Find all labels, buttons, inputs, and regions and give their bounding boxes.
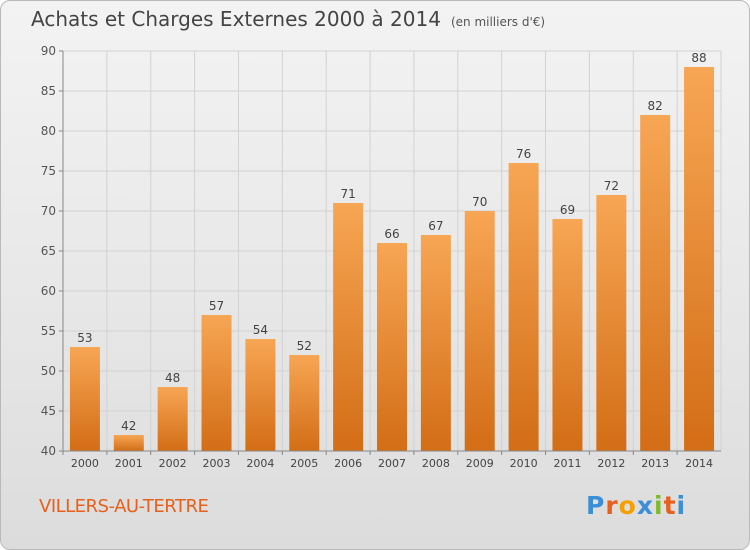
x-tick-label: 2008	[422, 457, 450, 470]
bar	[640, 115, 671, 451]
bar	[377, 243, 407, 451]
x-tick-label: 2005	[290, 457, 318, 470]
title-text: Achats et Charges Externes 2000 à 2014	[31, 7, 441, 31]
x-tick-label: 2006	[334, 457, 362, 470]
bar	[201, 315, 232, 451]
y-tick-label: 80	[41, 124, 56, 138]
data-label: 72	[604, 179, 619, 193]
data-label: 70	[472, 195, 487, 209]
y-tick-label: 50	[41, 364, 56, 378]
data-label: 88	[691, 51, 706, 65]
bar	[420, 235, 451, 451]
data-label: 66	[384, 227, 399, 241]
data-label: 82	[648, 99, 663, 113]
y-tick-label: 65	[41, 244, 56, 258]
data-label: 57	[209, 299, 224, 313]
data-label: 76	[516, 147, 531, 161]
data-label: 48	[165, 371, 180, 385]
y-tick-label: 55	[41, 324, 56, 338]
x-tick-label: 2004	[246, 457, 274, 470]
chart-subtitle: (en milliers d'€)	[450, 15, 546, 29]
data-label: 54	[253, 323, 268, 337]
x-tick-label: 2003	[203, 457, 231, 470]
y-tick-label: 40	[41, 444, 56, 458]
chart-title: Achats et Charges Externes 2000 à 2014 (e…	[31, 7, 545, 31]
proxiti-logo[interactable]: Proxiti	[586, 491, 686, 520]
bar	[289, 355, 320, 451]
y-tick-label: 45	[41, 404, 56, 418]
bar	[464, 211, 495, 451]
data-label: 67	[428, 219, 443, 233]
data-label: 71	[340, 187, 355, 201]
logo-letter: t	[663, 491, 677, 520]
x-tick-label: 2007	[378, 457, 406, 470]
logo-letter: P	[586, 491, 606, 520]
y-tick-label: 60	[41, 284, 56, 298]
x-tick-label: 2002	[159, 457, 187, 470]
bar	[596, 195, 627, 451]
bar	[69, 347, 100, 451]
x-tick-label: 2012	[597, 457, 625, 470]
logo-letter: r	[605, 491, 619, 520]
logo-letter: x	[636, 491, 654, 520]
bar	[684, 67, 715, 451]
y-tick-label: 85	[41, 84, 56, 98]
x-tick-label: 2011	[553, 457, 581, 470]
x-tick-label: 2001	[115, 457, 143, 470]
logo-letter: i	[676, 491, 687, 520]
bar	[552, 219, 583, 451]
logo-letter: o	[618, 491, 637, 520]
y-tick-label: 70	[41, 204, 56, 218]
bar	[245, 339, 276, 451]
bar	[333, 203, 364, 451]
x-tick-label: 2010	[510, 457, 538, 470]
data-label: 53	[77, 331, 92, 345]
commune-name: VILLERS-AU-TERTRE	[39, 496, 209, 517]
data-label: 52	[297, 339, 312, 353]
logo-letter: i	[654, 491, 664, 520]
y-tick-label: 75	[41, 164, 56, 178]
y-tick-label: 90	[41, 44, 56, 58]
x-tick-label: 2014	[685, 457, 713, 470]
x-tick-label: 2000	[71, 457, 99, 470]
x-tick-label: 2009	[466, 457, 494, 470]
bar	[508, 163, 539, 451]
x-tick-label: 2013	[641, 457, 669, 470]
data-label: 42	[121, 419, 136, 433]
bar	[157, 387, 188, 451]
bar	[113, 435, 144, 451]
data-label: 69	[560, 203, 575, 217]
